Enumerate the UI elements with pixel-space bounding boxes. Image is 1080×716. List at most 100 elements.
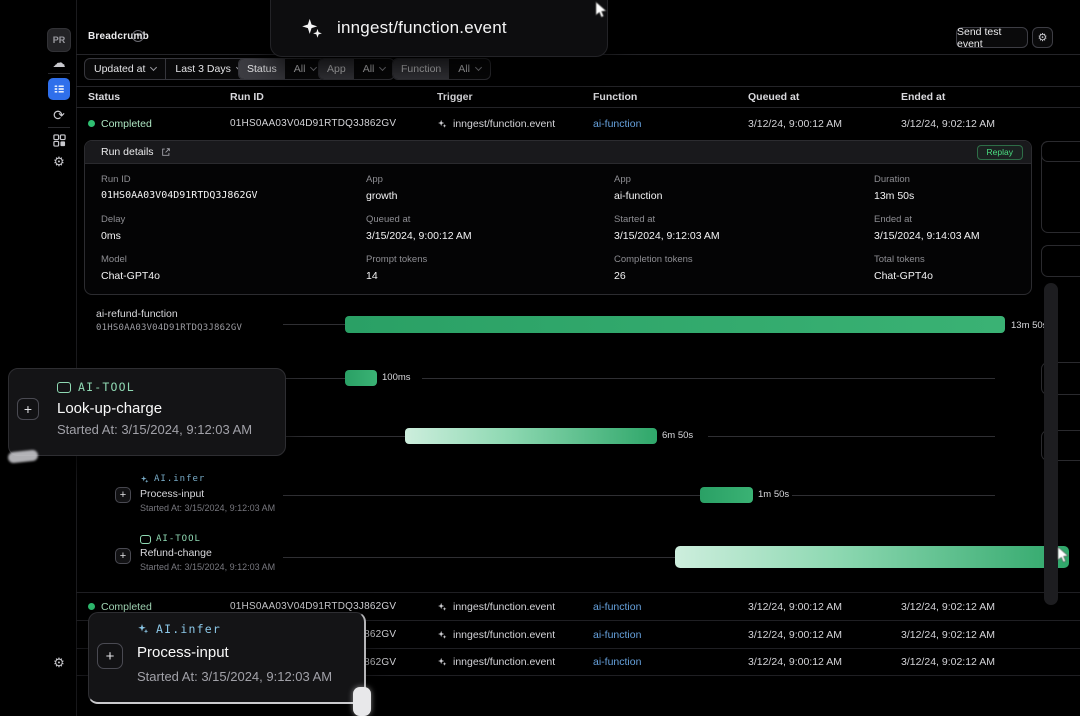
field-value: 01HS0AA03V04D91RTDQ3J862GV (101, 190, 258, 201)
bar-duration-label: 6m 50s (662, 430, 694, 441)
field-label: Queued at (366, 214, 411, 225)
ai-sparkle-icon (138, 624, 149, 634)
adjacent-panel-edge (1041, 362, 1080, 395)
cursor-artifact (7, 449, 39, 464)
ended-at: 3/12/24, 9:02:12 AM (901, 600, 995, 613)
function-filter-value[interactable]: All (449, 59, 490, 79)
cloud-icon[interactable]: ☁ (52, 55, 66, 70)
field-label: App (614, 174, 631, 185)
bottom-gear-icon[interactable]: ⚙ (53, 655, 65, 670)
status-filter-value[interactable]: All (285, 59, 326, 79)
step-tag: AI-TOOL (140, 534, 201, 544)
status-badge: Completed (101, 600, 152, 613)
timeline-track (283, 324, 345, 325)
step-started-at: Started At: 3/15/2024, 9:12:03 AM (140, 562, 276, 572)
timeline-track (283, 378, 345, 379)
refresh-icon[interactable]: ⟳ (53, 106, 65, 123)
field-value: Chat-GPT4o (874, 270, 933, 282)
step-tag-label: AI-TOOL (156, 534, 201, 544)
field-value: 3/15/2024, 9:00:12 AM (366, 230, 472, 242)
external-link-icon[interactable] (161, 147, 171, 157)
expand-step-button[interactable]: + (97, 643, 123, 669)
queued-at: 3/12/24, 9:00:12 AM (748, 600, 842, 613)
avatar[interactable]: PR (47, 28, 71, 52)
timeline-bar-root[interactable] (345, 316, 1005, 333)
run-details-panel: Run details Replay Run ID 01HS0AA03V04D9… (84, 140, 1032, 295)
queued-at: 3/12/24, 9:00:12 AM (748, 117, 842, 130)
timeline-track (708, 436, 995, 437)
field-value: Chat-GPT4o (101, 270, 160, 282)
field-value: 13m 50s (874, 190, 915, 202)
timeline-root-run-id: 01HS0AA03V04D91RTDQ3J862GV (96, 323, 243, 333)
field-label: Duration (874, 174, 910, 185)
status-badge: Completed (101, 117, 152, 130)
trigger-name: inngest/function.event (453, 117, 556, 130)
tool-box-icon (140, 534, 151, 544)
function-filter[interactable]: Function All (392, 58, 491, 80)
function-link[interactable]: ai-function (593, 656, 642, 668)
info-icon[interactable]: ? (132, 30, 144, 42)
bar-duration-label: 100ms (382, 372, 411, 383)
replay-button[interactable]: Replay (976, 144, 1023, 160)
range-dropdown[interactable]: Last 3 Days (165, 59, 250, 79)
table-header-row: Status Run ID Trigger Function Queued at… (76, 86, 1080, 108)
tooltip-tag: AI.infer (137, 622, 221, 636)
sparkle-icon (438, 119, 447, 128)
apps-grid-icon[interactable] (47, 128, 71, 152)
settings-gear-icon[interactable]: ⚙ (53, 154, 65, 169)
timeline-bar[interactable] (675, 546, 1069, 568)
timeline-track (283, 557, 675, 558)
sidebar-separator (48, 127, 70, 128)
status-dot (88, 603, 95, 610)
tooltip-started-at: Started At: 3/15/2024, 9:12:03 AM (137, 669, 333, 684)
adjacent-panel-header-edge (1041, 141, 1080, 162)
timeline-track (283, 436, 405, 437)
step-name: Refund-change (140, 547, 212, 559)
expand-step-button[interactable]: + (115, 487, 131, 503)
app-link[interactable]: growth (366, 190, 398, 202)
timeline-bar[interactable] (345, 370, 377, 386)
field-label: App (366, 174, 383, 185)
table-row[interactable]: Completed 01HS0AA03V04D91RTDQ3J862GV inn… (76, 592, 1080, 620)
col-queued-at: Queued at (748, 91, 800, 103)
function-link[interactable]: ai-function (593, 600, 642, 613)
table-row[interactable]: Completed 01HS0AA03V04D91RTDQ3J862GV inn… (76, 108, 1080, 139)
trigger-name: inngest/function.event (453, 628, 556, 641)
expand-step-button[interactable]: + (17, 398, 39, 420)
event-settings-button[interactable]: ⚙ (1032, 27, 1053, 48)
field-label: Model (101, 254, 127, 265)
col-trigger: Trigger (437, 91, 473, 103)
timeline-bar[interactable] (405, 428, 657, 444)
field-label: Ended at (874, 214, 913, 225)
adjacent-panel-edge (1041, 430, 1080, 461)
col-function: Function (593, 91, 638, 103)
timeline-bar[interactable] (700, 487, 753, 503)
app-filter[interactable]: App All (318, 58, 396, 80)
step-tag: AI.infer (140, 474, 205, 484)
chevron-down-icon (474, 63, 482, 72)
expand-step-button[interactable]: + (115, 548, 131, 564)
tooltip-tag: AI-TOOL (57, 380, 135, 394)
function-link[interactable]: ai-function (593, 117, 642, 130)
tooltip-step-name: Process-input (137, 644, 229, 661)
app-link[interactable]: ai-function (614, 190, 663, 202)
scrollbar-thumb[interactable] (1044, 283, 1058, 605)
sort-dropdown[interactable]: Updated at (85, 59, 165, 79)
status-filter[interactable]: Status All (238, 58, 327, 80)
send-test-event-button[interactable]: Send test event (956, 26, 1028, 50)
function-link[interactable]: ai-function (593, 628, 642, 641)
timeline-track (283, 495, 700, 496)
status-dot (88, 120, 95, 127)
event-title-card: inngest/function.event (270, 0, 608, 57)
step-name: Process-input (140, 488, 205, 500)
sidebar-item-runs-active[interactable] (48, 78, 70, 100)
bar-duration-label: 1m 50s (758, 489, 790, 500)
sort-range-filter[interactable]: Updated at Last 3 Days (84, 58, 252, 80)
step-tag-label: AI.infer (154, 474, 206, 484)
app-filter-value[interactable]: All (354, 59, 395, 79)
ai-sparkle-icon (140, 475, 149, 483)
run-details-grid: Run ID 01HS0AA03V04D91RTDQ3J862GV App gr… (85, 164, 1031, 294)
trigger-name: inngest/function.event (453, 600, 556, 613)
sparkle-icon (438, 602, 447, 611)
